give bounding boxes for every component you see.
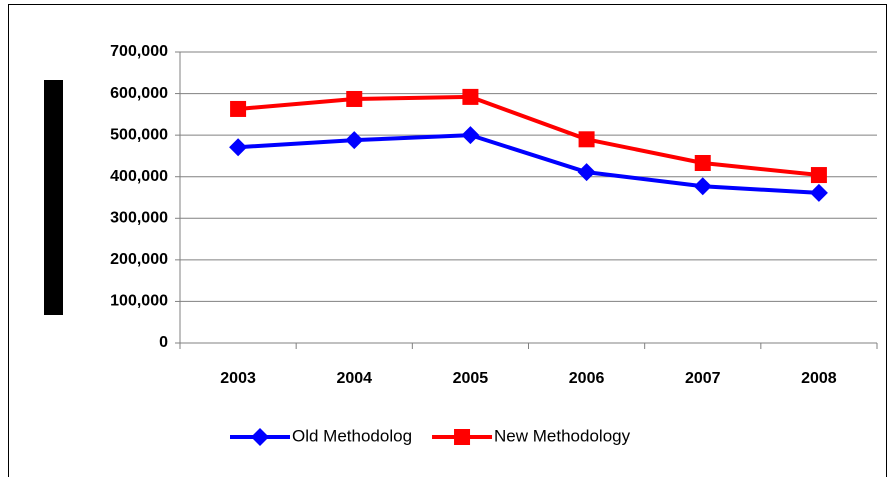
x-tick-label: 2004 <box>336 370 372 387</box>
series-line <box>237 133 820 195</box>
data-point <box>693 177 712 196</box>
legend-marker <box>251 428 269 446</box>
chart-frame <box>8 4 887 477</box>
legend-marker <box>454 429 471 445</box>
legend-label: New Methodology <box>494 426 631 445</box>
data-point <box>461 126 480 145</box>
x-tick-label: 2008 <box>801 370 837 387</box>
data-point <box>809 183 828 202</box>
x-tick-label: 2005 <box>453 370 489 387</box>
data-point <box>810 167 827 184</box>
y-tick-label: 600,000 <box>110 85 168 102</box>
legend-label: Old Methodolog <box>292 426 412 445</box>
y-tick-label: 700,000 <box>110 43 168 60</box>
y-tick-label: 300,000 <box>110 210 168 227</box>
y-tick-label: 500,000 <box>110 126 168 143</box>
y-tick-label: 0 <box>159 334 168 351</box>
y-tick-label: 100,000 <box>110 293 168 310</box>
data-point <box>577 163 596 182</box>
y-tick-label: 200,000 <box>110 251 168 268</box>
data-point <box>578 131 595 148</box>
x-tick-label: 2003 <box>220 370 256 387</box>
data-point <box>462 88 479 105</box>
y-tick-label: 400,000 <box>110 168 168 185</box>
data-point <box>229 138 248 157</box>
x-tick-label: 2006 <box>569 370 605 387</box>
series-line <box>237 94 820 178</box>
data-point <box>694 154 711 171</box>
redacted-axis-title <box>44 80 63 315</box>
data-point <box>230 100 247 117</box>
x-tick-label: 2007 <box>685 370 721 387</box>
data-point <box>345 131 364 150</box>
data-point <box>346 90 363 107</box>
